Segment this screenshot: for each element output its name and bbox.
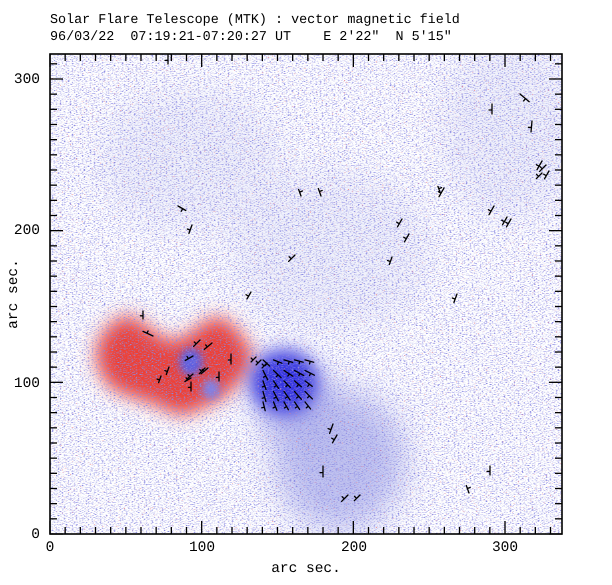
svg-text:200: 200 <box>341 540 367 556</box>
svg-text:200: 200 <box>14 223 40 239</box>
svg-text:arc sec.: arc sec. <box>271 561 341 577</box>
svg-text:100: 100 <box>14 376 40 392</box>
svg-text:arc sec.: arc sec. <box>6 259 22 329</box>
svg-text:300: 300 <box>492 540 518 556</box>
svg-text:0: 0 <box>46 540 55 556</box>
svg-text:300: 300 <box>14 72 40 88</box>
svg-text:0: 0 <box>31 527 40 543</box>
svg-text:100: 100 <box>189 540 215 556</box>
